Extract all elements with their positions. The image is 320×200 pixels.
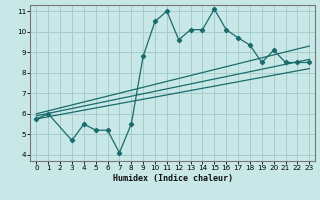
- X-axis label: Humidex (Indice chaleur): Humidex (Indice chaleur): [113, 174, 233, 183]
